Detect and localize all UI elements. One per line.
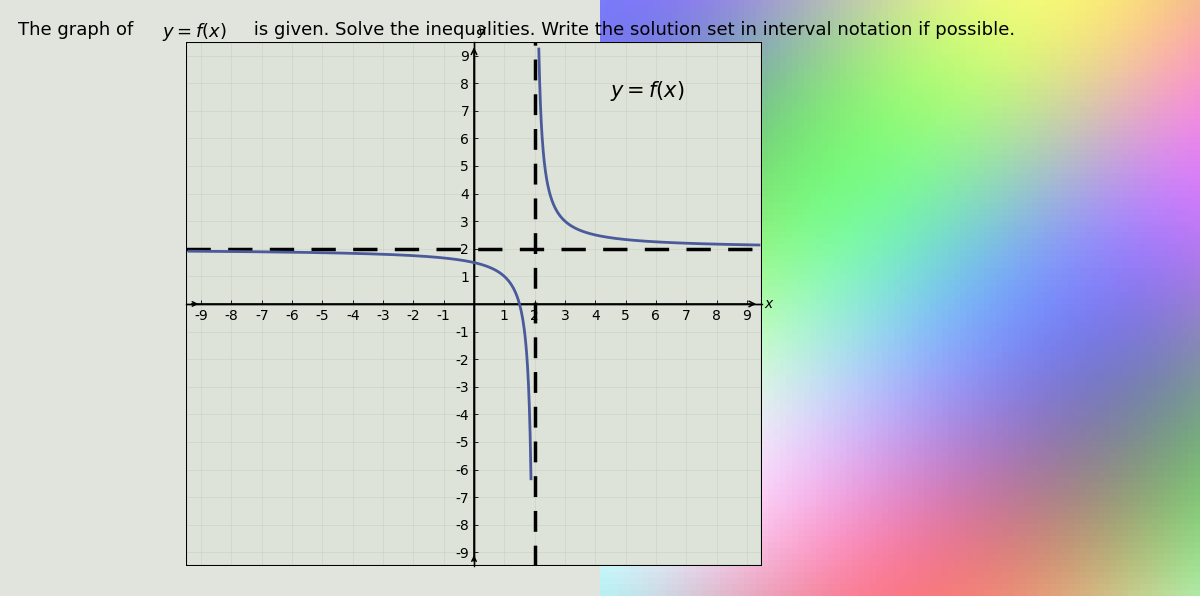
- Text: $x$: $x$: [763, 297, 774, 311]
- Text: $y=f(x)$: $y=f(x)$: [162, 21, 227, 43]
- Text: $y$: $y$: [478, 26, 487, 41]
- Text: The graph of: The graph of: [18, 21, 139, 39]
- Text: $y = f(x)$: $y = f(x)$: [611, 79, 685, 103]
- Text: is given. Solve the inequalities. Write the solution set in interval notation if: is given. Solve the inequalities. Write …: [248, 21, 1015, 39]
